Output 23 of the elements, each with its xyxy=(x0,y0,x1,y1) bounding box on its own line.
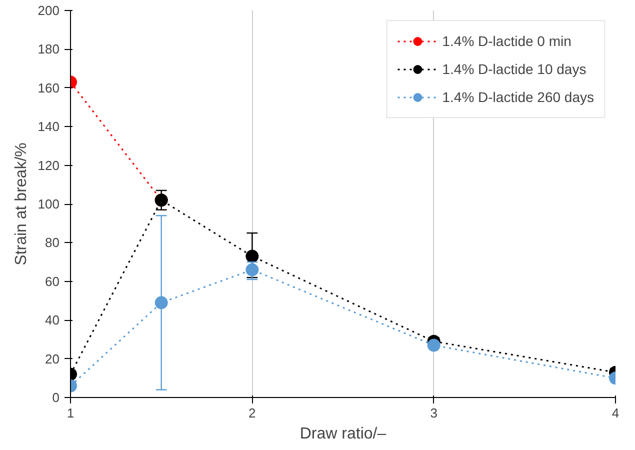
y-tick-label: 160 xyxy=(38,80,60,96)
y-tick-label: 100 xyxy=(38,196,60,212)
y-tick-label: 40 xyxy=(45,312,60,328)
y-axis-title: Strain at break/% xyxy=(12,142,30,266)
y-tick-label: 0 xyxy=(52,390,60,405)
legend-label: 1.4% D-lactide 260 days xyxy=(442,89,594,105)
x-axis-title: Draw ratio/– xyxy=(300,426,386,442)
x-tick-label: 2 xyxy=(248,406,256,420)
y-tick-label: 200 xyxy=(38,3,60,18)
y-tick-label: 140 xyxy=(38,119,60,134)
y-tick-label: 80 xyxy=(45,235,60,250)
x-tick-label: 4 xyxy=(612,406,620,420)
y-tick-label: 60 xyxy=(45,274,60,289)
y-tick-label: 120 xyxy=(38,158,60,173)
y-tick-label: 20 xyxy=(45,351,60,366)
legend-label: 1.4% D-lactide 10 days xyxy=(442,61,586,77)
x-tick-label: 1 xyxy=(66,406,74,420)
x-tick-label: 3 xyxy=(430,406,438,420)
point xyxy=(246,250,259,263)
point xyxy=(246,263,259,276)
y-tick-label: 180 xyxy=(38,42,60,57)
point xyxy=(427,338,440,352)
legend-label: 1.4% D-lactide 0 min xyxy=(442,33,572,49)
